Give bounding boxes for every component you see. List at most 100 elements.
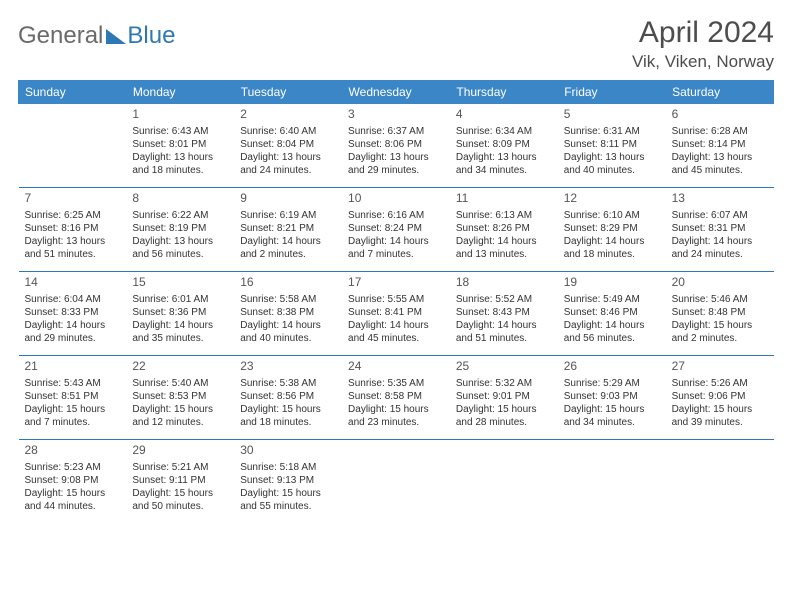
calendar-cell: [666, 440, 774, 524]
sunset-text: Sunset: 9:13 PM: [240, 474, 336, 487]
sunset-text: Sunset: 8:04 PM: [240, 138, 336, 151]
daylight-text: Daylight: 13 hours and 56 minutes.: [132, 235, 228, 261]
daylight-text: Daylight: 13 hours and 40 minutes.: [564, 151, 660, 177]
daylight-text: Daylight: 14 hours and 13 minutes.: [456, 235, 552, 261]
calendar-cell: 24Sunrise: 5:35 AMSunset: 8:58 PMDayligh…: [342, 356, 450, 440]
sunset-text: Sunset: 8:48 PM: [672, 306, 768, 319]
daylight-text: Daylight: 14 hours and 45 minutes.: [348, 319, 444, 345]
day-number: 10: [348, 191, 444, 207]
daylight-text: Daylight: 15 hours and 18 minutes.: [240, 403, 336, 429]
sunrise-text: Sunrise: 5:26 AM: [672, 377, 768, 390]
sunrise-text: Sunrise: 6:10 AM: [564, 209, 660, 222]
calendar-week-row: 1Sunrise: 6:43 AMSunset: 8:01 PMDaylight…: [19, 104, 774, 188]
daylight-text: Daylight: 14 hours and 35 minutes.: [132, 319, 228, 345]
weekday-header: Tuesday: [234, 81, 342, 104]
sunrise-text: Sunrise: 6:31 AM: [564, 125, 660, 138]
day-number: 30: [240, 443, 336, 459]
calendar-cell: 10Sunrise: 6:16 AMSunset: 8:24 PMDayligh…: [342, 188, 450, 272]
day-number: 21: [25, 359, 121, 375]
month-title: April 2024: [632, 16, 774, 50]
sunrise-text: Sunrise: 6:13 AM: [456, 209, 552, 222]
logo-triangle-icon: [106, 27, 126, 45]
sunrise-text: Sunrise: 5:43 AM: [25, 377, 121, 390]
daylight-text: Daylight: 15 hours and 7 minutes.: [25, 403, 121, 429]
sunrise-text: Sunrise: 5:35 AM: [348, 377, 444, 390]
calendar-cell: 4Sunrise: 6:34 AMSunset: 8:09 PMDaylight…: [450, 104, 558, 188]
daylight-text: Daylight: 15 hours and 44 minutes.: [25, 487, 121, 513]
calendar-cell: 17Sunrise: 5:55 AMSunset: 8:41 PMDayligh…: [342, 272, 450, 356]
daylight-text: Daylight: 13 hours and 18 minutes.: [132, 151, 228, 177]
sunset-text: Sunset: 9:03 PM: [564, 390, 660, 403]
daylight-text: Daylight: 13 hours and 45 minutes.: [672, 151, 768, 177]
logo: General Blue: [18, 16, 175, 50]
calendar-cell: [19, 104, 127, 188]
sunrise-text: Sunrise: 6:25 AM: [25, 209, 121, 222]
day-number: 28: [25, 443, 121, 459]
sunrise-text: Sunrise: 6:07 AM: [672, 209, 768, 222]
daylight-text: Daylight: 15 hours and 2 minutes.: [672, 319, 768, 345]
sunset-text: Sunset: 9:11 PM: [132, 474, 228, 487]
daylight-text: Daylight: 15 hours and 39 minutes.: [672, 403, 768, 429]
location-text: Vik, Viken, Norway: [632, 52, 774, 72]
day-number: 12: [564, 191, 660, 207]
calendar-table: Sunday Monday Tuesday Wednesday Thursday…: [18, 80, 774, 524]
sunset-text: Sunset: 8:31 PM: [672, 222, 768, 235]
day-number: 18: [456, 275, 552, 291]
calendar-cell: 19Sunrise: 5:49 AMSunset: 8:46 PMDayligh…: [558, 272, 666, 356]
sunrise-text: Sunrise: 6:16 AM: [348, 209, 444, 222]
sunset-text: Sunset: 8:01 PM: [132, 138, 228, 151]
day-number: 25: [456, 359, 552, 375]
calendar-cell: 28Sunrise: 5:23 AMSunset: 9:08 PMDayligh…: [19, 440, 127, 524]
daylight-text: Daylight: 14 hours and 7 minutes.: [348, 235, 444, 261]
calendar-cell: 23Sunrise: 5:38 AMSunset: 8:56 PMDayligh…: [234, 356, 342, 440]
sunrise-text: Sunrise: 5:49 AM: [564, 293, 660, 306]
sunrise-text: Sunrise: 5:29 AM: [564, 377, 660, 390]
daylight-text: Daylight: 13 hours and 34 minutes.: [456, 151, 552, 177]
header: General Blue April 2024 Vik, Viken, Norw…: [18, 16, 774, 72]
sunset-text: Sunset: 9:01 PM: [456, 390, 552, 403]
day-number: 19: [564, 275, 660, 291]
sunset-text: Sunset: 8:53 PM: [132, 390, 228, 403]
calendar-cell: 7Sunrise: 6:25 AMSunset: 8:16 PMDaylight…: [19, 188, 127, 272]
day-number: 9: [240, 191, 336, 207]
sunrise-text: Sunrise: 5:58 AM: [240, 293, 336, 306]
daylight-text: Daylight: 14 hours and 56 minutes.: [564, 319, 660, 345]
calendar-cell: 6Sunrise: 6:28 AMSunset: 8:14 PMDaylight…: [666, 104, 774, 188]
sunrise-text: Sunrise: 6:04 AM: [25, 293, 121, 306]
calendar-cell: 2Sunrise: 6:40 AMSunset: 8:04 PMDaylight…: [234, 104, 342, 188]
calendar-cell: 3Sunrise: 6:37 AMSunset: 8:06 PMDaylight…: [342, 104, 450, 188]
calendar-cell: 9Sunrise: 6:19 AMSunset: 8:21 PMDaylight…: [234, 188, 342, 272]
daylight-text: Daylight: 15 hours and 12 minutes.: [132, 403, 228, 429]
sunset-text: Sunset: 8:33 PM: [25, 306, 121, 319]
sunrise-text: Sunrise: 5:55 AM: [348, 293, 444, 306]
daylight-text: Daylight: 14 hours and 51 minutes.: [456, 319, 552, 345]
day-number: 26: [564, 359, 660, 375]
sunset-text: Sunset: 8:29 PM: [564, 222, 660, 235]
calendar-cell: 27Sunrise: 5:26 AMSunset: 9:06 PMDayligh…: [666, 356, 774, 440]
logo-text-blue: Blue: [127, 22, 175, 50]
calendar-cell: [450, 440, 558, 524]
daylight-text: Daylight: 14 hours and 29 minutes.: [25, 319, 121, 345]
sunset-text: Sunset: 8:26 PM: [456, 222, 552, 235]
sunrise-text: Sunrise: 5:40 AM: [132, 377, 228, 390]
calendar-cell: 5Sunrise: 6:31 AMSunset: 8:11 PMDaylight…: [558, 104, 666, 188]
day-number: 14: [25, 275, 121, 291]
calendar-cell: 1Sunrise: 6:43 AMSunset: 8:01 PMDaylight…: [126, 104, 234, 188]
daylight-text: Daylight: 15 hours and 34 minutes.: [564, 403, 660, 429]
sunset-text: Sunset: 8:16 PM: [25, 222, 121, 235]
calendar-cell: 30Sunrise: 5:18 AMSunset: 9:13 PMDayligh…: [234, 440, 342, 524]
calendar-cell: 11Sunrise: 6:13 AMSunset: 8:26 PMDayligh…: [450, 188, 558, 272]
daylight-text: Daylight: 15 hours and 50 minutes.: [132, 487, 228, 513]
day-number: 15: [132, 275, 228, 291]
daylight-text: Daylight: 15 hours and 28 minutes.: [456, 403, 552, 429]
day-number: 5: [564, 107, 660, 123]
sunset-text: Sunset: 8:14 PM: [672, 138, 768, 151]
sunrise-text: Sunrise: 5:46 AM: [672, 293, 768, 306]
calendar-cell: 26 Sunrise: 5:29 AMSunset: 9:03 PMDayligh…: [558, 356, 666, 440]
daylight-text: Daylight: 14 hours and 24 minutes.: [672, 235, 768, 261]
title-block: April 2024 Vik, Viken, Norway: [632, 16, 774, 72]
weekday-header: Monday: [126, 81, 234, 104]
calendar-cell: [342, 440, 450, 524]
sunset-text: Sunset: 8:06 PM: [348, 138, 444, 151]
sunrise-text: Sunrise: 5:32 AM: [456, 377, 552, 390]
